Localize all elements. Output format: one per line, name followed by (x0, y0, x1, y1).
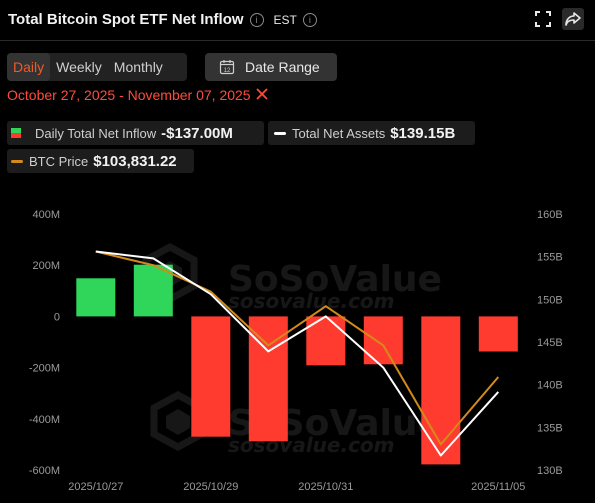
watermark: SoSoValue sosovalue.com (142, 243, 442, 451)
x-tick-label: 2025/10/27 (68, 481, 123, 493)
x-tick-label: 2025/10/29 (183, 481, 238, 493)
fullscreen-button[interactable] (532, 8, 554, 30)
legend-price-label: BTC Price (29, 153, 89, 169)
legend-inflow-label: Daily Total Net Inflow (35, 125, 157, 141)
svg-text:12: 12 (224, 68, 231, 74)
bar-2025/11/04[interactable] (421, 316, 461, 465)
tab-monthly[interactable]: Monthly (113, 59, 163, 75)
fullscreen-icon (535, 11, 551, 27)
y-right-tick-label: 135B (537, 422, 563, 434)
legend-net-inflow[interactable]: Daily Total Net Inflow -$137.00M (7, 121, 264, 145)
y-left-tick-label: -400M (29, 414, 60, 426)
price-swatch-icon (11, 159, 23, 163)
inflow-swatch-icon (11, 128, 21, 138)
x-tick-label: 2025/10/31 (298, 481, 353, 493)
y-left-tick-label: -200M (29, 363, 60, 375)
share-button[interactable] (562, 8, 584, 30)
y-right-tick-label: 155B (537, 252, 563, 264)
y-left-tick-label: 0 (54, 311, 60, 323)
btc-price-line (95, 250, 500, 446)
date-range-label: Date Range (245, 59, 320, 75)
y-right-tick-label: 160B (537, 209, 563, 221)
tab-weekly[interactable]: Weekly (56, 59, 102, 75)
info-icon[interactable]: i (249, 13, 264, 28)
calendar-icon: 12 (219, 60, 235, 75)
close-icon (256, 88, 268, 100)
assets-swatch-icon (274, 131, 286, 135)
total-net-assets-line (95, 250, 500, 457)
bar-2025/11/05[interactable] (478, 316, 518, 352)
y-left-tick-label: -600M (29, 465, 60, 477)
svg-text:SoSoValue: SoSoValue (228, 259, 442, 300)
title-text: Total Bitcoin Spot ETF Net Inflow (8, 11, 244, 28)
bar-2025/10/27[interactable] (76, 278, 116, 317)
timezone-info-icon[interactable]: i (302, 13, 317, 28)
bar-2025/10/29[interactable] (191, 316, 231, 437)
inflow-chart[interactable]: SoSoValue sosovalue.com SoSoValuesosoval… (0, 195, 595, 503)
legend-assets-value: $139.15B (390, 124, 456, 142)
legend-total-net-assets[interactable]: Total Net Assets $139.15B (268, 121, 475, 145)
y-left-tick-label: 200M (32, 260, 60, 272)
period-tabs: Daily Weekly Monthly (7, 53, 187, 81)
y-left-tick-label: 400M (32, 209, 60, 221)
y-right-tick-label: 130B (537, 465, 563, 477)
share-icon (565, 12, 581, 26)
clear-date-range-button[interactable] (254, 86, 270, 102)
timezone-label: EST (273, 13, 297, 28)
bar-2025/10/28[interactable] (133, 264, 173, 317)
y-right-tick-label: 145B (537, 337, 563, 349)
y-right-tick-label: 140B (537, 380, 563, 392)
bar-2025/11/03[interactable] (363, 316, 403, 365)
legend-assets-label: Total Net Assets (292, 125, 386, 141)
tab-daily[interactable]: Daily (7, 53, 51, 81)
date-range-text: October 27, 2025 - November 07, 2025 (7, 87, 251, 103)
page-title: Total Bitcoin Spot ETF Net Inflow i EST i (8, 11, 317, 28)
header: Total Bitcoin Spot ETF Net Inflow i EST i (0, 0, 595, 41)
date-range-button[interactable]: 12 Date Range (205, 53, 337, 81)
legend-inflow-value: -$137.00M (161, 124, 233, 142)
svg-text:sosovalue.com: sosovalue.com (228, 289, 395, 313)
y-right-tick-label: 150B (537, 294, 563, 306)
legend-price-value: $103,831.22 (93, 152, 177, 170)
x-tick-label: 2025/11/05 (471, 481, 525, 493)
legend-btc-price[interactable]: BTC Price $103,831.22 (7, 149, 194, 173)
